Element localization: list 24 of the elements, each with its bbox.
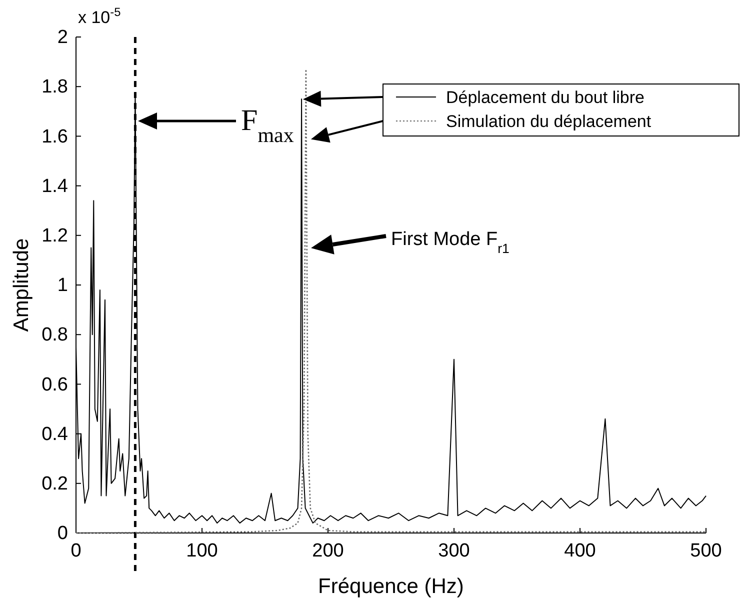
y-tick-label: 0.6 <box>42 374 68 396</box>
annotation: First Mode F$_{r1}$ <box>391 229 510 256</box>
x-tick-label: 500 <box>690 540 722 562</box>
x-axis-title: Fréquence (Hz) <box>318 575 464 598</box>
x-tick-label: 100 <box>186 540 218 562</box>
x-tick-label: 300 <box>438 540 470 562</box>
x-tick-label: 200 <box>312 540 344 562</box>
x-tick-label: 400 <box>564 540 596 562</box>
legend-label: Simulation du déplacement <box>446 112 652 131</box>
y-tick-label: 0.8 <box>42 324 68 346</box>
legend-label: Déplacement du bout libre <box>446 88 644 107</box>
y-tick-label: 0 <box>57 523 68 544</box>
y-tick-label: 1.4 <box>42 176 68 197</box>
y-tick-label: 1.6 <box>42 126 68 148</box>
y-axis-title: Amplitude <box>10 238 33 332</box>
y-tick-label: 0.2 <box>42 473 68 494</box>
text: x 10$^{-5}$ <box>78 5 122 27</box>
y-tick-label: 1.8 <box>42 76 68 98</box>
annotation: F$_{max}$ <box>241 104 294 147</box>
x-tick-label: 0 <box>70 540 82 562</box>
y-tick-label: 0.4 <box>42 424 68 445</box>
y-tick-label: 2 <box>57 27 68 48</box>
y-tick-label: 1.2 <box>42 225 68 246</box>
y-tick-label: 1 <box>57 275 68 296</box>
